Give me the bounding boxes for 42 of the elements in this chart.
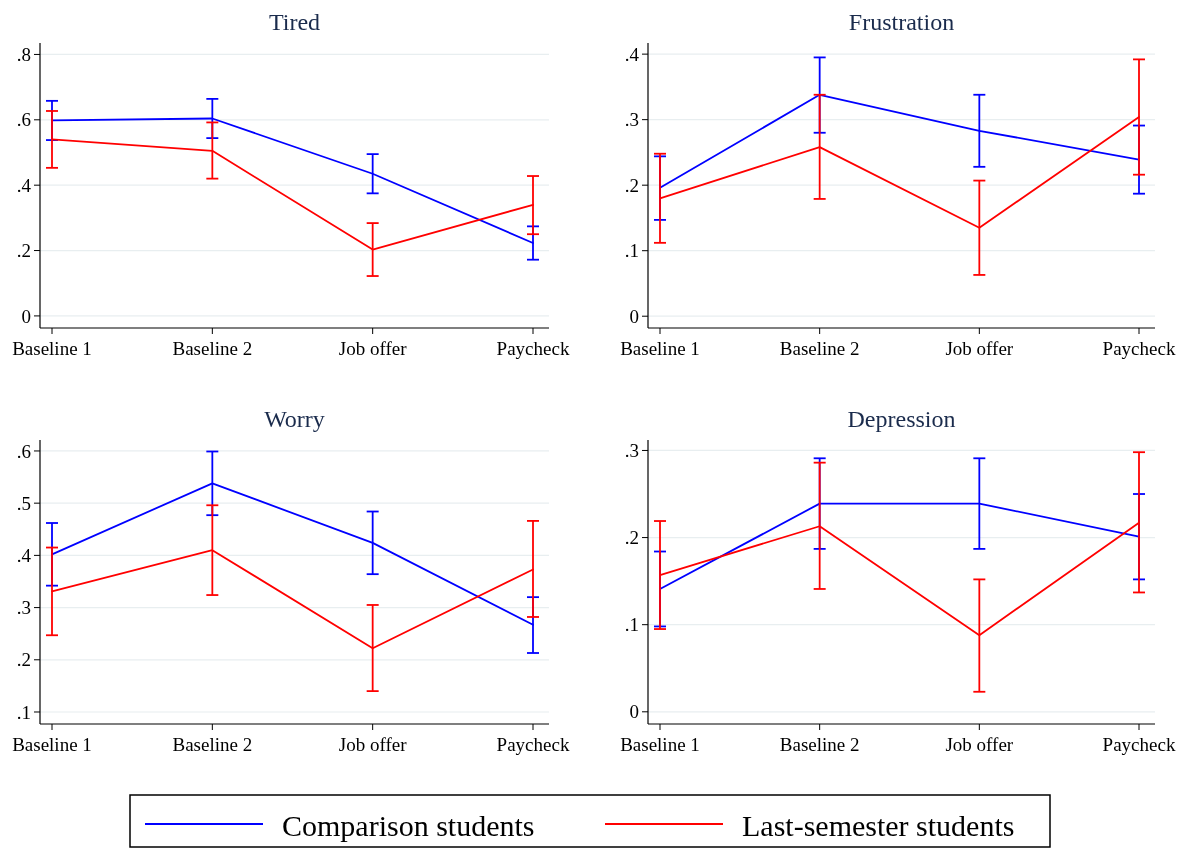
y-tick-label: .1	[624, 240, 639, 262]
chart-title: Frustration	[848, 9, 955, 35]
y-tick-label: .1	[16, 701, 31, 723]
y-tick-label: .5	[16, 492, 31, 514]
x-tick-label: Baseline 2	[172, 338, 253, 359]
y-tick-label: .6	[16, 109, 31, 131]
x-tick-label: Baseline 2	[779, 734, 860, 755]
y-tick-label: .2	[16, 649, 31, 671]
x-tick-label: Paycheck	[1102, 734, 1176, 755]
y-tick-label: .2	[624, 174, 639, 196]
y-tick-label: 0	[21, 305, 31, 327]
y-tick-label: .2	[624, 527, 639, 549]
y-tick-label: .4	[624, 43, 640, 65]
chart-title: Tired	[268, 9, 321, 35]
x-tick-label: Paycheck	[1102, 338, 1176, 359]
x-tick-label: Job offer	[338, 338, 408, 359]
x-tick-label: Job offer	[945, 734, 1014, 755]
x-tick-label: Baseline 1	[620, 734, 700, 755]
y-tick-label: .4	[16, 545, 32, 567]
y-tick-label: .3	[624, 440, 639, 462]
y-tick-label: .3	[624, 109, 639, 131]
x-tick-label: Baseline 1	[620, 338, 700, 359]
y-tick-label: .6	[16, 440, 31, 462]
x-tick-label: Baseline 2	[172, 734, 253, 755]
legend-label: Comparison students	[282, 808, 535, 842]
x-tick-label: Job offer	[338, 734, 408, 755]
y-tick-label: 0	[629, 305, 639, 327]
y-tick-label: .1	[624, 614, 639, 636]
y-tick-label: .2	[16, 240, 31, 262]
x-tick-label: Baseline 1	[12, 734, 92, 755]
x-tick-label: Job offer	[945, 338, 1014, 359]
y-tick-label: .8	[16, 44, 31, 66]
chart-title: Worry	[264, 406, 325, 432]
y-tick-label: .4	[16, 174, 32, 196]
y-tick-label: .3	[16, 597, 31, 619]
x-tick-label: Baseline 2	[779, 338, 860, 359]
x-tick-label: Paycheck	[496, 338, 570, 359]
x-tick-label: Paycheck	[496, 734, 570, 755]
y-tick-label: 0	[629, 701, 639, 723]
legend-label: Last-semester students	[742, 808, 1015, 842]
chart-title: Depression	[847, 406, 956, 432]
x-tick-label: Baseline 1	[12, 338, 92, 359]
